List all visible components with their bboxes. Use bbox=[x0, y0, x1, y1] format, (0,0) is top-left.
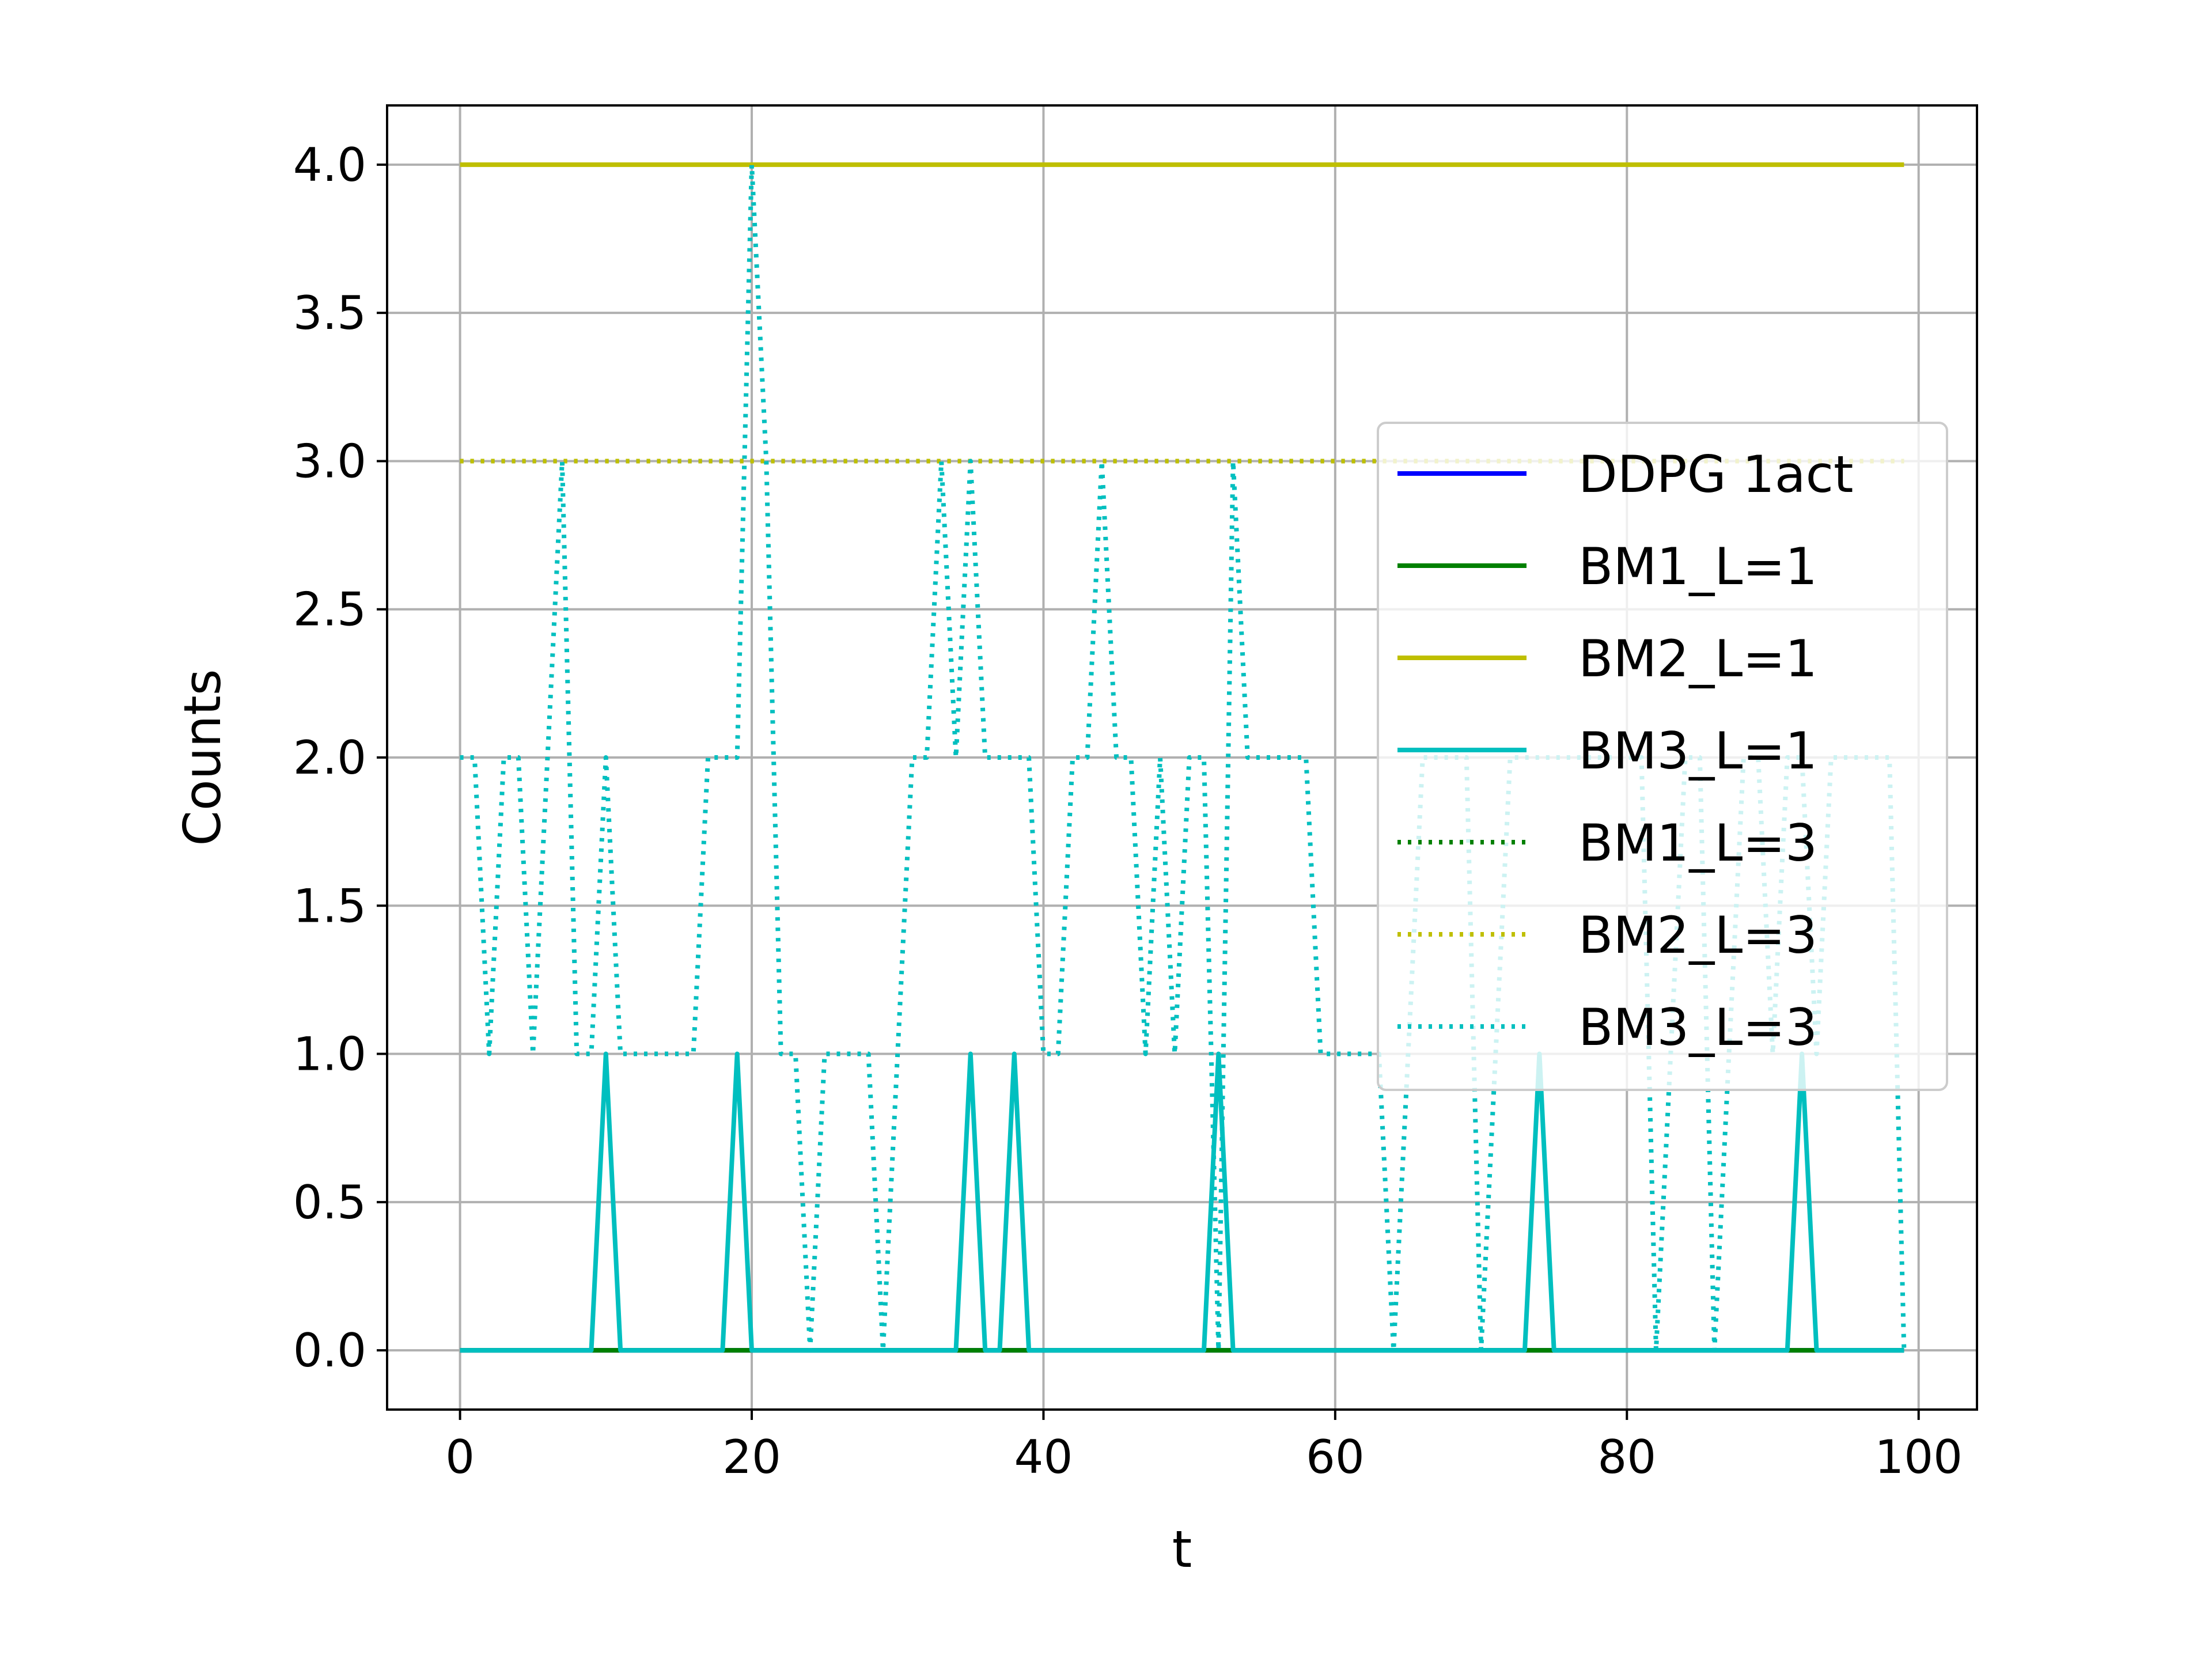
series-line-6 bbox=[460, 162, 1907, 1353]
x-tick-label: 0 bbox=[445, 1430, 475, 1484]
legend-label: BM1_L=3 bbox=[1578, 813, 1817, 873]
x-tick-label: 20 bbox=[722, 1430, 781, 1484]
axis-ticks: 0 20 40 60 80 100 0.0 0.5 1.0 1.5 2.0 2.5 3.0 3.5 4.0 bbox=[293, 138, 1963, 1484]
legend-label: BM1_L=1 bbox=[1578, 537, 1817, 596]
legend-label: DDPG 1act bbox=[1578, 445, 1854, 504]
y-tick-label: 3.0 bbox=[293, 434, 366, 488]
x-tick-label: 80 bbox=[1597, 1430, 1656, 1484]
legend-label: BM2_L=1 bbox=[1578, 629, 1817, 688]
y-tick-label: 4.0 bbox=[293, 138, 366, 192]
legend-box bbox=[1377, 422, 1948, 1091]
series-line-3 bbox=[460, 1051, 1904, 1353]
legend: DDPG 1act BM1_L=1 BM2_L=1 BM3_L=1 BM1_L=3 BM2… bbox=[1377, 422, 1948, 1091]
y-tick-label: 1.5 bbox=[293, 879, 366, 933]
x-tick-label: 60 bbox=[1306, 1430, 1365, 1484]
y-axis-label: Counts bbox=[173, 669, 232, 846]
legend-label: BM3_L=1 bbox=[1578, 721, 1817, 781]
y-tick-label: 1.0 bbox=[293, 1028, 366, 1081]
legend-label: BM3_L=3 bbox=[1578, 998, 1817, 1057]
y-tick-label: 3.5 bbox=[293, 286, 366, 340]
legend-label: BM2_L=3 bbox=[1578, 906, 1817, 965]
x-tick-label: 40 bbox=[1014, 1430, 1073, 1484]
y-tick-label: 0.5 bbox=[293, 1176, 366, 1229]
y-tick-label: 2.5 bbox=[293, 583, 366, 637]
x-tick-label: 100 bbox=[1874, 1430, 1963, 1484]
x-axis-label: t bbox=[1172, 1520, 1192, 1579]
y-tick-label: 2.0 bbox=[293, 731, 366, 785]
y-tick-label: 0.0 bbox=[293, 1324, 366, 1377]
